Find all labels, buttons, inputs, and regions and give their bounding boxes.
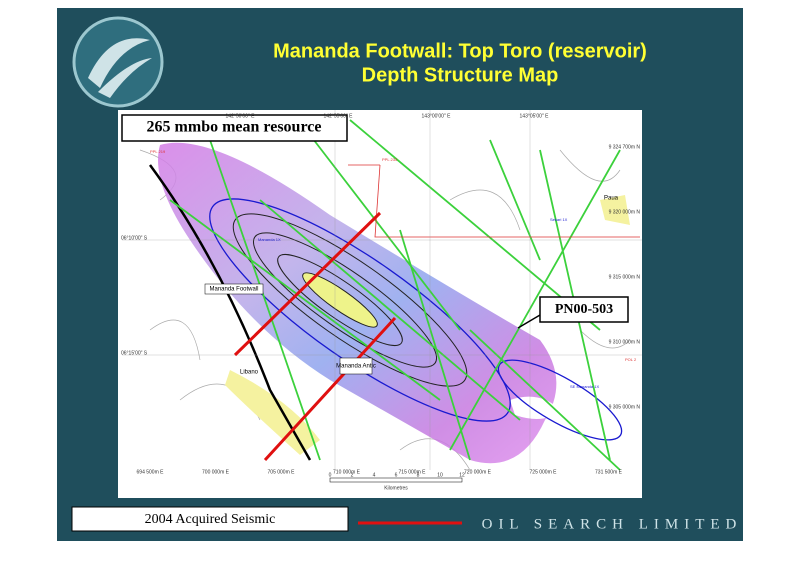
block-box — [539, 296, 629, 323]
scale-tick: 8 — [417, 472, 420, 478]
coordinate-label: 715 000m E — [399, 469, 427, 475]
legend-box — [71, 506, 349, 532]
title-line1: Mananda Footwall: Top Toro (reservoir) — [273, 40, 647, 62]
scale-tick: 0 — [329, 472, 332, 478]
well-label: Sekari 1X — [550, 217, 568, 222]
coordinate-label: 9 324 700m N — [609, 144, 641, 150]
coordinate-label: 725 000m E — [530, 469, 558, 475]
coordinate-label: 142°55'00" E — [324, 113, 354, 119]
map-graphics — [122, 110, 642, 471]
scale-tick: 2 — [351, 472, 354, 478]
map-label: Mananda Antic — [336, 364, 376, 370]
coordinate-label: 720 000m E — [464, 469, 492, 475]
resource-callout: 265 mmbo mean resource — [147, 119, 322, 136]
company-name: OIL SEARCH LIMITED — [482, 516, 743, 532]
coordinate-label: 710 000m E — [333, 469, 361, 475]
well-label: SE Mananda 1X — [570, 384, 599, 389]
scale-tick: 10 — [437, 472, 443, 478]
coordinate-label: 06°10'00" S — [121, 235, 148, 241]
coordinate-label: 143°05'00" E — [520, 113, 550, 119]
ppl-label: PPL 233 — [382, 157, 398, 162]
scale-unit: Kilometres — [384, 485, 408, 491]
ppl-label: PPL 219 — [150, 149, 166, 154]
map-label: Mananda Footwall — [209, 287, 258, 293]
coordinate-label: 142°50'00" E — [226, 113, 256, 119]
logo — [72, 16, 164, 108]
coordinate-label: 143°00'00" E — [422, 113, 452, 119]
scale-tick: 12 — [459, 472, 465, 478]
coordinate-label: 694 500m E — [137, 469, 165, 475]
coordinate-label: 700 000m E — [202, 469, 230, 475]
coordinate-label: 731 500m E — [595, 469, 623, 475]
coordinate-label: 9 315 000m N — [609, 274, 641, 280]
ppl-label: POL 2 — [625, 357, 637, 362]
coordinate-label: 9 320 000m N — [609, 209, 641, 215]
coordinate-label: 9 310 000m N — [609, 339, 641, 345]
title-line2: Depth Structure Map — [362, 64, 559, 86]
scale-tick: 6 — [395, 472, 398, 478]
map-label: Libano — [240, 370, 259, 376]
scale-tick: 4 — [373, 472, 376, 478]
map-label: Paua — [604, 196, 619, 202]
block-callout: PN00-503 — [555, 302, 613, 317]
coordinate-label: 06°15'00" S — [121, 350, 148, 356]
scale-bar: 0 2 4 6 8 10 12 Kilometres — [329, 472, 465, 491]
coordinate-label: 705 000m E — [268, 469, 296, 475]
well-label: Mananda 1X — [258, 237, 281, 242]
resource-box — [121, 114, 348, 142]
coordinates: 142°50'00" E 142°55'00" E 143°00'00" E 143°… — [121, 113, 640, 475]
map-labels: Mananda Footwall Mananda Antic Libano Pa… — [150, 149, 637, 389]
coordinate-label: 9 305 000m N — [609, 404, 641, 410]
legend-label: 2004 Acquired Seismic — [145, 512, 276, 527]
